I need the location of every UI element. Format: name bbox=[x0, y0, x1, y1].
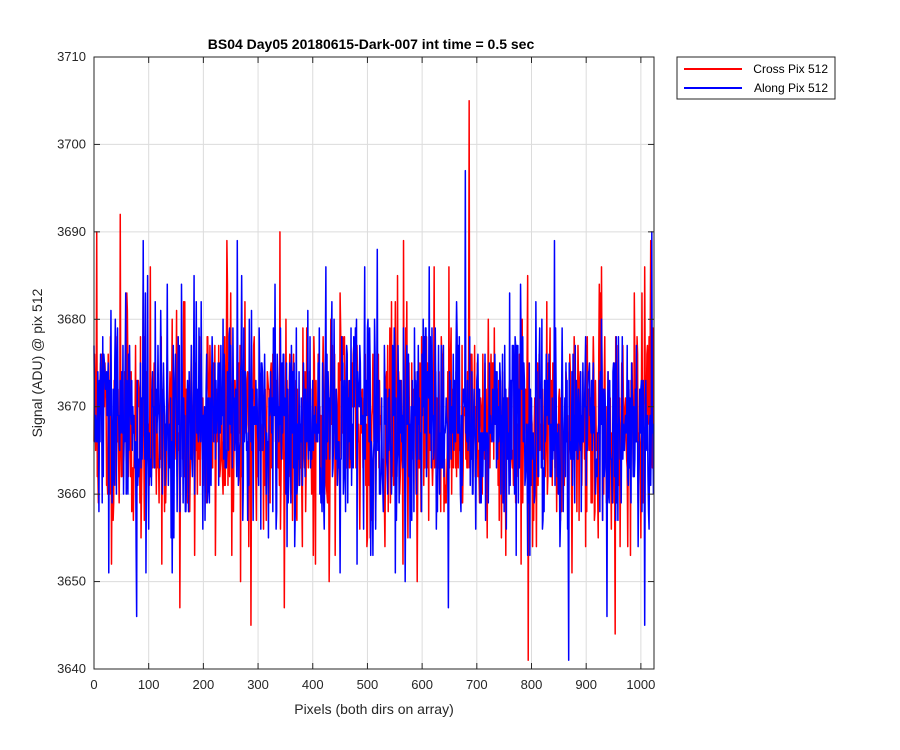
y-tick-label: 3660 bbox=[57, 486, 86, 501]
y-axis-title: Signal (ADU) @ pix 512 bbox=[29, 288, 45, 437]
x-tick-label: 900 bbox=[575, 677, 597, 692]
x-tick-label: 100 bbox=[138, 677, 160, 692]
x-tick-label: 300 bbox=[247, 677, 269, 692]
y-tick-label: 3710 bbox=[57, 49, 86, 64]
legend-label-along: Along Pix 512 bbox=[754, 81, 828, 95]
x-tick-label: 1000 bbox=[626, 677, 655, 692]
y-tick-label: 3650 bbox=[57, 574, 86, 589]
y-tick-label: 3690 bbox=[57, 224, 86, 239]
x-tick-label: 500 bbox=[357, 677, 379, 692]
x-axis-title: Pixels (both dirs on array) bbox=[294, 701, 454, 717]
legend: Cross Pix 512 Along Pix 512 bbox=[676, 56, 836, 100]
y-tick-label: 3670 bbox=[57, 399, 86, 414]
x-tick-label: 800 bbox=[521, 677, 543, 692]
x-tick-label: 200 bbox=[193, 677, 215, 692]
series-along-pix-512 bbox=[93, 169, 655, 662]
plot-area: 0 100 200 300 400 500 600 700 800 900 1000 3640 3650… bbox=[57, 49, 655, 692]
legend-box bbox=[676, 56, 836, 100]
x-tick-label: 700 bbox=[466, 677, 488, 692]
y-tick-label: 3640 bbox=[57, 661, 86, 676]
series-layer bbox=[93, 99, 655, 662]
y-tick-label: 3700 bbox=[57, 136, 86, 151]
ticks: 0 100 200 300 400 500 600 700 800 900 1000 3640 3650… bbox=[57, 49, 655, 692]
axes-frame bbox=[93, 56, 655, 670]
x-tick-label: 600 bbox=[411, 677, 433, 692]
x-tick-label: 400 bbox=[302, 677, 324, 692]
chart-title: BS04 Day05 20180615-Dark-007 int time = … bbox=[208, 36, 535, 52]
y-tick-label: 3680 bbox=[57, 311, 86, 326]
x-tick-label: 0 bbox=[90, 677, 97, 692]
legend-label-cross: Cross Pix 512 bbox=[753, 62, 828, 76]
